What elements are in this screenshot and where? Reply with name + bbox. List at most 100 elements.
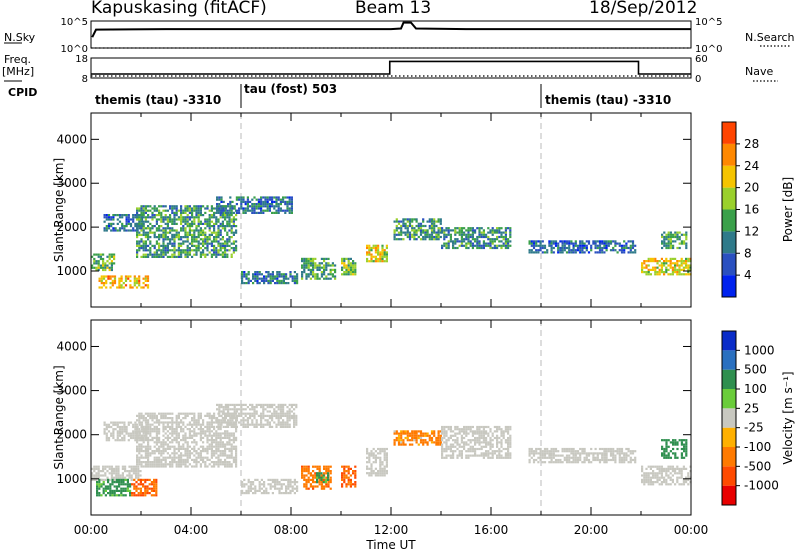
power-colorbar-tick-2: 12: [744, 224, 759, 238]
nsearch-label: N.Search: [745, 31, 795, 44]
power-colorbar-tick-4: 20: [744, 181, 759, 195]
velocity-echo-region-9: [341, 465, 357, 488]
power-echo-region-0: [91, 253, 116, 272]
velocity-colorbar-bin-3: [722, 427, 736, 447]
velocity-colorbar-tick-6: -500: [744, 459, 771, 473]
velocity-echo-region-2: [131, 478, 158, 497]
xtick-label-1: 04:00: [174, 523, 209, 537]
power-colorbar-bin-7: [722, 122, 736, 144]
power-colorbar-tick-5: 24: [744, 159, 759, 173]
noise-panel-frame: [90, 20, 692, 49]
velocity-echo-region-5: [216, 403, 298, 428]
velocity-colorbar-tick-3: 25: [744, 401, 759, 415]
xtick-label-5: 20:00: [574, 523, 609, 537]
velocity-ylabel: Slant Range [km]: [52, 365, 66, 469]
velocity-colorbar-tick-4: -25: [744, 421, 764, 435]
nave-tick-1: 0: [695, 74, 701, 85]
power-colorbar-bin-5: [722, 165, 736, 188]
power-ytick-0: 1000: [56, 264, 87, 278]
velocity-colorbar-bin-5: [722, 389, 736, 409]
x-axis-label: Time UT: [365, 538, 416, 552]
power-echoes: [91, 196, 692, 289]
xtick-label-0: 00:00: [74, 523, 109, 537]
velocity-echo-region-0: [91, 465, 142, 481]
velocity-colorbar-bin-1: [722, 466, 736, 486]
power-colorbar-bin-3: [722, 209, 736, 232]
date-title: 18/Sep/2012: [589, 0, 698, 18]
velocity-colorbar-bin-4: [722, 408, 736, 428]
velocity-echo-region-1: [96, 478, 132, 497]
nave-tick-0: 60: [695, 54, 708, 65]
nsky-label: N.Sky: [4, 31, 36, 44]
velocity-colorbar-bin-0: [722, 485, 736, 505]
power-echo-region-7: [341, 257, 357, 276]
power-colorbar-label: Power [dB]: [781, 177, 795, 242]
cpid-segment-3: themis (tau) -3310: [545, 93, 672, 107]
velocity-echo-region-12: [441, 425, 512, 459]
xtick-label-3: 12:00: [374, 523, 409, 537]
power-ylabel: Slant Range [km]: [52, 158, 66, 262]
velocity-colorbar-tick-7: -1000: [744, 479, 779, 493]
power-colorbar-tick-6: 28: [744, 137, 759, 151]
velocity-colorbar-tick-1: 500: [744, 363, 767, 377]
power-echo-region-1: [98, 275, 150, 289]
power-colorbar-tick-0: 4: [744, 268, 752, 282]
nsky-tick-0: 10^5: [61, 17, 88, 28]
velocity-echo-region-14: [641, 465, 692, 486]
velocity-colorbar-bin-2: [722, 447, 736, 467]
velocity-colorbar-label: Velocity [m s⁻¹]: [781, 371, 795, 464]
power-colorbar-tick-3: 16: [744, 203, 759, 217]
freq-panel-frame: [90, 57, 692, 79]
velocity-colorbar-frame: [721, 330, 737, 506]
velocity-colorbar-tick-0: 1000: [744, 343, 775, 357]
power-echo-region-11: [528, 240, 637, 254]
velocity-ytick-1: 2000: [56, 428, 87, 442]
velocity-ytick-3: 4000: [56, 339, 87, 353]
velocity-echo-region-4: [136, 412, 238, 468]
velocity-ytick-2: 3000: [56, 384, 87, 398]
velocity-echo-region-8: [316, 472, 330, 484]
velocity-colorbar-bin-6: [722, 369, 736, 389]
power-echo-region-8: [366, 244, 388, 263]
velocity-panel-bg: [91, 320, 691, 515]
power-echo-region-5: [241, 271, 299, 285]
power-echo-region-10: [441, 227, 512, 250]
power-colorbar-tick-1: 8: [744, 246, 752, 260]
power-echo-region-6: [301, 257, 337, 280]
xtick-label-4: 16:00: [474, 523, 509, 537]
power-ytick-1: 2000: [56, 220, 87, 234]
power-echo-region-3: [136, 205, 238, 258]
xtick-label-2: 08:00: [274, 523, 309, 537]
velocity-colorbar-bin-7: [722, 350, 736, 370]
power-echo-region-13: [661, 231, 688, 250]
velocity-echoes: [91, 403, 692, 497]
velocity-echo-region-15: [661, 439, 688, 459]
power-echo-region-9: [393, 218, 442, 241]
cpid-label: CPID: [8, 86, 38, 99]
power-colorbar-bin-0: [722, 275, 736, 297]
velocity-colorbar-tick-2: 100: [744, 382, 767, 396]
nsky-tick-1: 10^0: [61, 44, 88, 55]
beam-title: Beam 13: [355, 0, 432, 18]
power-echo-region-4: [216, 196, 293, 214]
power-colorbar-bin-6: [722, 143, 736, 166]
station-title: Kapuskasing (fitACF): [91, 0, 267, 18]
velocity-colorbar-tick-5: -100: [744, 440, 771, 454]
xtick-label-6: 00:00: [674, 523, 709, 537]
power-ytick-3: 4000: [56, 132, 87, 146]
velocity-echo-region-11: [393, 430, 442, 446]
nave-label: Nave: [745, 65, 774, 78]
power-colorbar-bin-1: [722, 253, 736, 276]
nsearch-tick-0: 10^5: [695, 17, 722, 28]
velocity-echo-region-10: [366, 447, 388, 477]
power-colorbar-bin-4: [722, 187, 736, 210]
freq-label: Freq.: [4, 53, 32, 66]
noise-line-0: [91, 21, 691, 38]
cpid-segment-2: tau (fost) 503: [244, 82, 338, 96]
power-ytick-2: 3000: [56, 176, 87, 190]
velocity-echo-region-13: [528, 447, 637, 464]
cpid-segment-1: themis (tau) -3310: [95, 93, 222, 107]
velocity-ytick-0: 1000: [56, 472, 87, 486]
velocity-echo-region-6: [241, 478, 299, 495]
